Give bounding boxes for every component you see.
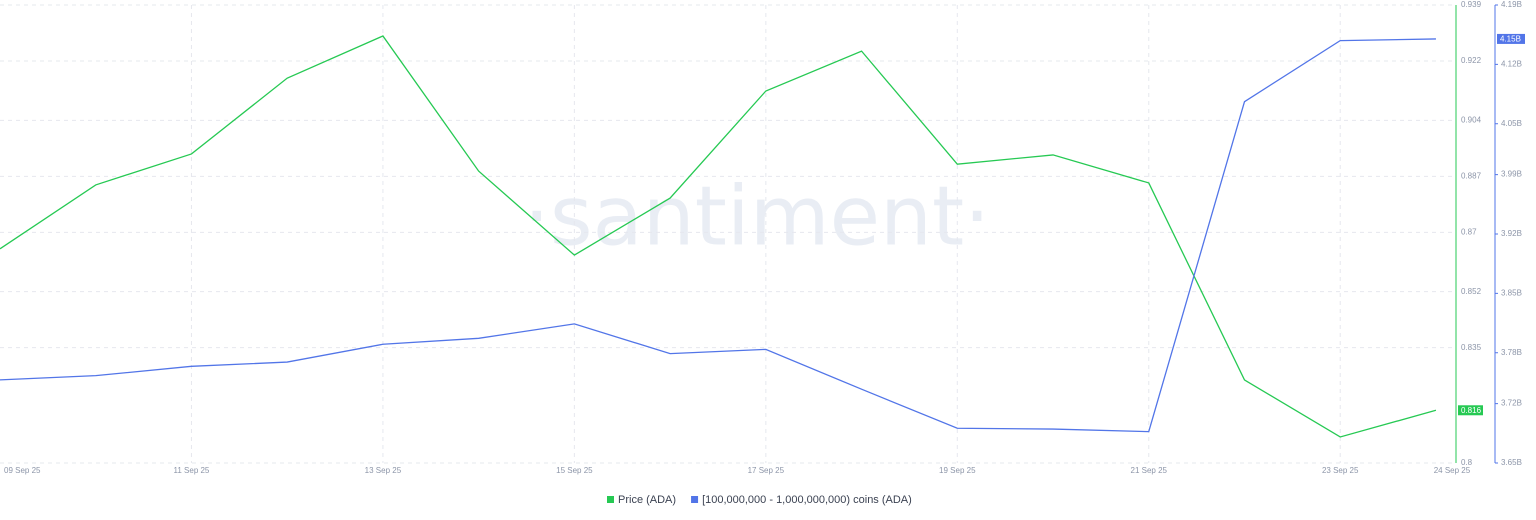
series-line [0,38,1436,433]
y2-tick-label: 4.19B [1501,0,1522,9]
y-tick-label: 0.87 [1461,227,1477,236]
y-tick-label: 0.887 [1461,171,1482,180]
x-tick-label: 09 Sep 25 [4,466,41,475]
last-value-label: 4.15B [1500,35,1521,44]
last-value-badge [1458,405,1483,416]
legend-swatch [691,496,699,503]
y2-tick-label: 3.92B [1501,229,1522,238]
legend-label: [100,000,000 - 1,000,000,000) coins (ADA… [702,494,912,506]
x-tick-label: 15 Sep 25 [556,466,593,475]
y-tick-label: 0.939 [1461,0,1482,9]
y-tick-label: 0.904 [1461,115,1482,124]
x-tick-label: 17 Sep 25 [748,466,785,475]
x-tick-label: 24 Sep 25 [1434,466,1471,475]
legend-label: Price (ADA) [618,494,676,506]
y2-tick-label: 3.99B [1501,170,1522,179]
watermark: ·santiment· [524,169,990,264]
y2-tick-label: 3.65B [1501,458,1522,467]
legend-swatch [607,496,614,503]
grid [0,4,1456,464]
x-tick-label: 11 Sep 25 [174,466,210,475]
series-line [0,35,1437,438]
x-tick-label: 21 Sep 25 [1131,466,1168,475]
y-tick-label: 0.835 [1461,343,1482,352]
x-tick-label: 13 Sep 25 [365,466,402,475]
y2-tick-label: 4.05B [1501,119,1522,128]
y2-tick-label: 3.85B [1501,288,1522,297]
last-value-badge [1497,33,1525,44]
y-tick-label: 0.852 [1461,287,1482,296]
legend: Price (ADA) [100,000,000 - 1,000,000,000)… [607,494,912,506]
x-tick-label: 23 Sep 25 [1322,466,1359,475]
y2-tick-label: 4.12B [1501,59,1522,68]
x-tick-label: 19 Sep 25 [939,466,976,475]
y-tick-label: 0.8 [1461,458,1473,467]
y2-tick-label: 3.78B [1501,348,1522,357]
last-value-label: 0.816 [1461,406,1482,415]
y2-tick-label: 3.72B [1501,399,1522,408]
y-tick-label: 0.922 [1461,56,1482,65]
